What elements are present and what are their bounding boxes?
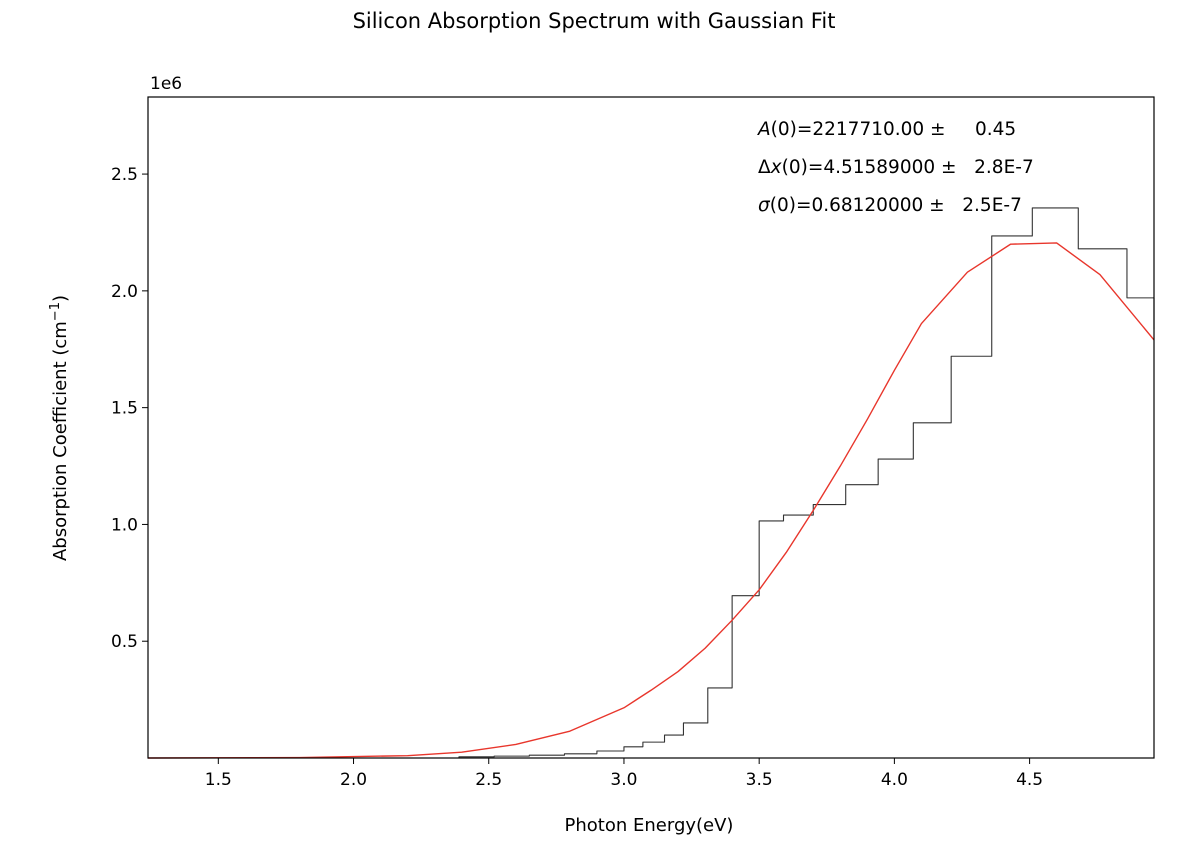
y-tick-label: 2.0 [111,282,138,302]
fit-parameter-annotation: A(0)=2217710.00 ± 0.45 [757,119,1016,140]
x-tick-label: 1.5 [205,770,232,790]
y-offset-label: 1e6 [150,74,182,94]
plot-area [147,207,1155,759]
x-tick-label: 4.5 [1016,770,1043,790]
plot-frame [147,96,1155,759]
x-axis-label: Photon Energy(eV) [565,815,734,836]
x-tick-label: 2.0 [340,770,367,790]
y-axis-label-superscript: −1 [48,302,63,321]
y-axis-ticks: 0.5 1.0 1.5 2.0 2.5 [111,165,148,652]
y-tick-label: 1.0 [111,515,138,535]
x-tick-label: 2.5 [475,770,502,790]
y-axis-label-close: ) [50,295,71,302]
y-tick-label: 1.5 [111,399,138,419]
chart-title: Silicon Absorption Spectrum with Gaussia… [353,9,836,33]
x-axis-ticks: 1.5 2.0 2.5 3.0 3.5 4.0 4.5 [205,758,1043,790]
fit-parameter-annotation: σ(0)=0.68120000 ± 2.5E-7 [758,195,1022,216]
x-tick-label: 3.0 [610,770,637,790]
y-tick-label: 2.5 [111,165,138,185]
y-axis-label-main: Absorption Coefficient (cm [50,321,71,561]
y-axis-label: Absorption Coefficient (cm−1) [48,295,71,561]
fit-parameter-annotation: Δx(0)=4.51589000 ± 2.8E-7 [758,157,1034,178]
series-gaussian-fit [147,242,1155,759]
fit-annotations: A(0)=2217710.00 ± 0.45 Δx(0)=4.51589000 ±… [757,119,1034,216]
y-tick-label: 0.5 [111,632,138,652]
x-tick-label: 4.0 [881,770,908,790]
x-tick-label: 3.5 [746,770,773,790]
series-data-step [148,207,1155,759]
